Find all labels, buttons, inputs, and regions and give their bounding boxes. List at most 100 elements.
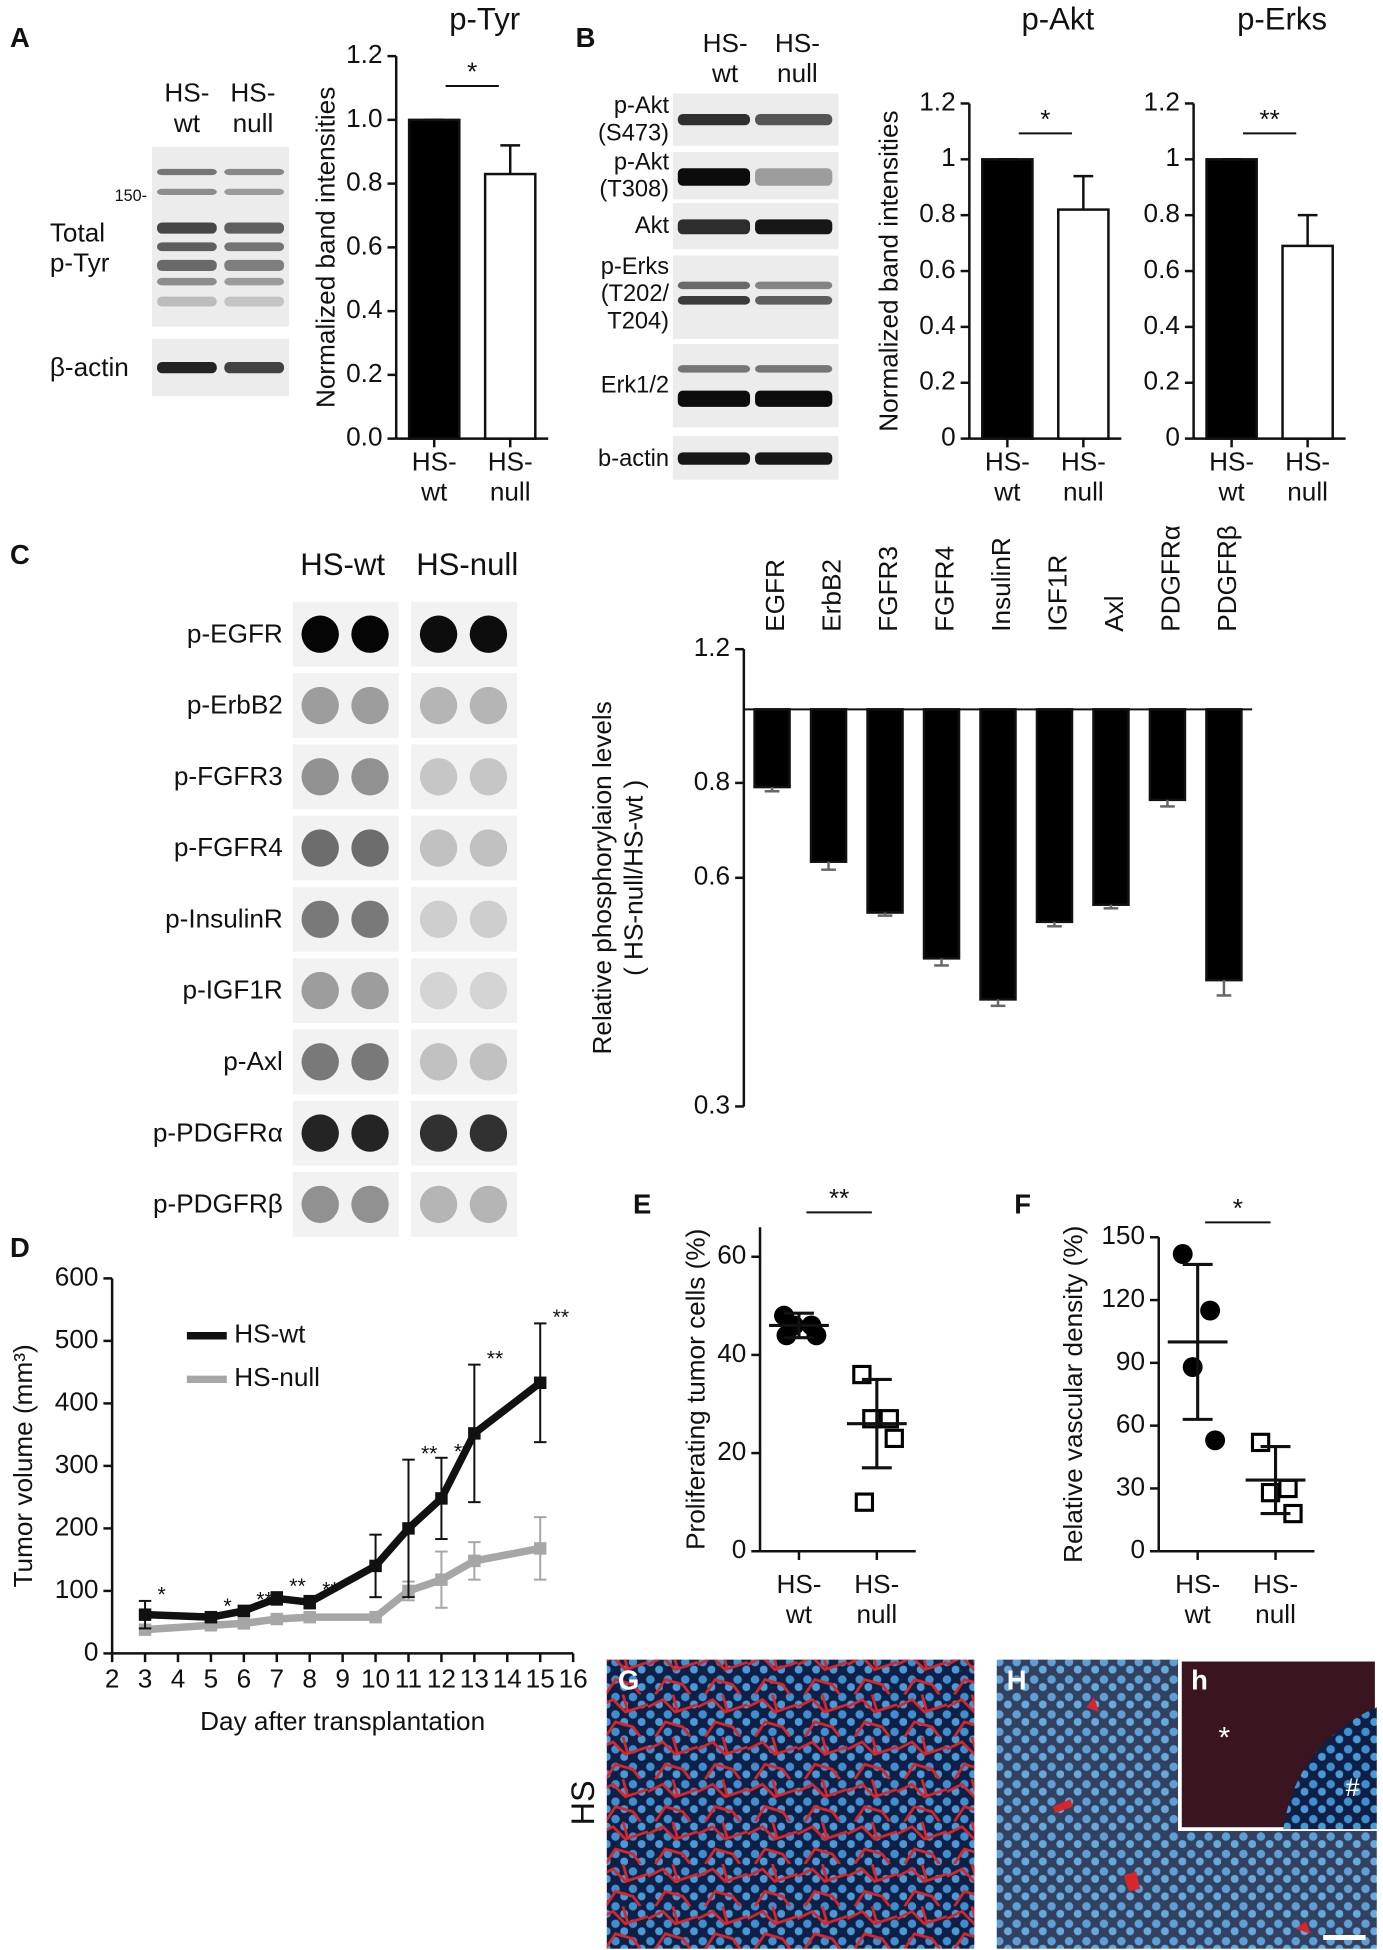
y-tick-label: 0 xyxy=(732,1534,747,1564)
x-tick-label: Axl xyxy=(1099,595,1129,631)
x-tick-label: FGFR4 xyxy=(929,546,959,632)
lane-label: HS-null xyxy=(416,547,518,582)
x-tick-label: HS-wt xyxy=(1175,1569,1220,1629)
y-tick-label: 60 xyxy=(717,1240,746,1270)
blot-band xyxy=(677,365,751,373)
y-tick-label: 0 xyxy=(1130,1534,1145,1564)
blot-spot xyxy=(419,1185,458,1224)
bar xyxy=(981,158,1034,440)
sd-bar xyxy=(1260,1445,1291,1516)
blot-band xyxy=(755,219,833,235)
point xyxy=(1205,1430,1226,1451)
point xyxy=(303,1595,316,1609)
blot-spot xyxy=(469,900,508,938)
y-tick-label: 1.2 xyxy=(1144,86,1180,116)
significance: ** xyxy=(487,1347,503,1370)
x-tick-label: 7 xyxy=(270,1664,285,1694)
blot-spot xyxy=(351,900,389,938)
micrograph-vessels xyxy=(606,1659,975,1949)
panel-letter: A xyxy=(10,22,30,53)
x-tick-label: HS-null xyxy=(1285,446,1330,506)
point xyxy=(138,1608,152,1621)
x-tick-label: HS-wt xyxy=(412,446,457,506)
legend-label: HS-null xyxy=(234,1362,320,1392)
point xyxy=(806,1325,827,1346)
blot-label: Total p-Tyr xyxy=(50,217,110,277)
x-tick-label: FGFR3 xyxy=(873,546,903,632)
blot-spot xyxy=(419,900,458,938)
legend-label: HS-wt xyxy=(234,1319,306,1349)
point xyxy=(237,1604,251,1618)
significance: ** xyxy=(829,1183,849,1213)
y-tick-label: 20 xyxy=(717,1436,746,1466)
row-label: HS xyxy=(565,1780,601,1825)
blot-band xyxy=(677,168,751,186)
bar xyxy=(1035,708,1074,924)
significance: ** xyxy=(1259,104,1279,134)
x-tick-label: PDGFRα xyxy=(1155,525,1185,632)
x-tick-label: 3 xyxy=(138,1664,153,1694)
x-tick-label: 6 xyxy=(237,1664,252,1694)
blot-band xyxy=(224,222,285,234)
blot-band xyxy=(677,390,751,407)
blot-label: p-Akt (S473) xyxy=(598,93,669,146)
blot-spot xyxy=(469,615,508,653)
y-tick-label: 60 xyxy=(1116,1409,1145,1439)
bar xyxy=(483,172,537,440)
y-tick-label: 0.2 xyxy=(1144,366,1180,396)
x-tick-label: 8 xyxy=(302,1664,317,1694)
blot-band xyxy=(755,390,833,407)
blot-spot xyxy=(469,686,508,725)
blot-band xyxy=(677,219,751,235)
y-tick-label: 600 xyxy=(55,1261,99,1291)
y-axis-label: Relative vascular density (%) xyxy=(1058,1226,1088,1563)
blot-spot xyxy=(301,829,339,867)
blot-spot xyxy=(351,1185,389,1224)
significance: * xyxy=(1233,1193,1243,1223)
blot-spot xyxy=(301,900,339,938)
bar xyxy=(866,708,904,914)
blot-cell xyxy=(292,744,399,810)
point xyxy=(1278,1478,1298,1499)
blot xyxy=(672,343,839,428)
blot-cell xyxy=(411,815,518,881)
x-axis-label: Day after transplantation xyxy=(200,1706,485,1736)
blot-label: Akt xyxy=(635,213,670,239)
x-tick-label: 10 xyxy=(361,1664,390,1694)
x-tick-label: EGFR xyxy=(760,559,790,632)
point xyxy=(468,1554,481,1568)
y-tick-label: 400 xyxy=(55,1386,99,1416)
panel-letter: G xyxy=(618,1664,639,1695)
blot-band xyxy=(224,277,285,286)
blot-spot xyxy=(419,829,458,867)
blot-label: p-EGFR xyxy=(187,618,283,648)
y-tick-label: 40 xyxy=(717,1338,746,1368)
y-tick-label: 0 xyxy=(941,422,956,452)
point xyxy=(1182,1357,1203,1378)
blot-cell xyxy=(411,744,518,810)
y-tick-label: 0.4 xyxy=(1144,310,1180,340)
blot-band xyxy=(156,222,217,234)
significance: * xyxy=(158,1584,166,1607)
point xyxy=(270,1612,284,1626)
blot-cell xyxy=(292,1171,399,1237)
point xyxy=(270,1592,284,1605)
significance: ** xyxy=(289,1575,305,1598)
blot-band xyxy=(156,296,217,307)
blot-label: p-FGFR3 xyxy=(174,761,283,791)
blot-spot xyxy=(301,686,339,725)
blot-band xyxy=(755,281,833,290)
panel-letter: D xyxy=(10,1232,30,1263)
blot-spot xyxy=(469,1043,508,1081)
x-tick-label: 11 xyxy=(395,1664,422,1694)
blot-spot xyxy=(419,971,458,1010)
x-tick-label: 14 xyxy=(493,1664,522,1694)
blot-spot xyxy=(301,1185,339,1224)
blot-band xyxy=(224,259,285,272)
blot-cell xyxy=(292,958,399,1023)
bar xyxy=(809,708,848,863)
lane-label: HS-null xyxy=(230,78,275,138)
error-bar xyxy=(934,958,949,967)
error-bar xyxy=(877,912,893,917)
